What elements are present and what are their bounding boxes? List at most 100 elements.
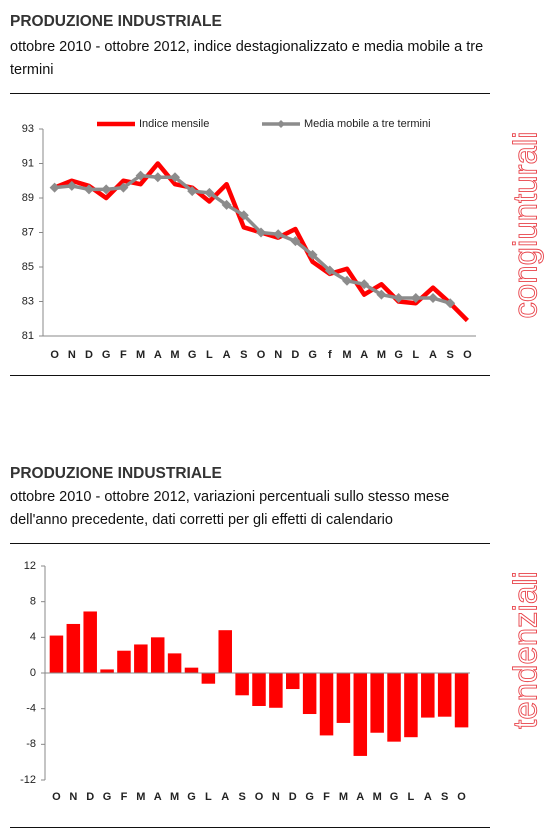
marker	[204, 187, 215, 198]
legend-marker	[277, 120, 285, 128]
y-tick-label: -12	[20, 774, 36, 786]
bar	[421, 673, 435, 718]
bar	[353, 673, 368, 756]
x-tick-label: A	[424, 791, 432, 803]
x-tick-label: O	[457, 791, 466, 803]
x-tick-label: M	[373, 791, 382, 803]
x-tick-label: O	[50, 349, 59, 361]
x-tick-label: A	[223, 349, 231, 361]
x-tick-label: F	[120, 349, 127, 361]
x-tick-label: A	[429, 349, 437, 361]
x-tick-label: D	[85, 349, 93, 361]
bar	[302, 673, 317, 715]
x-tick-label: G	[308, 349, 317, 361]
x-tick-label: L	[412, 349, 419, 361]
bar	[404, 673, 418, 738]
marker	[428, 293, 438, 304]
bar	[252, 673, 266, 706]
x-tick-label: A	[154, 791, 162, 803]
rule	[10, 375, 490, 376]
x-tick-label: A	[356, 791, 364, 803]
x-tick-label: M	[170, 349, 179, 361]
x-tick-label: G	[305, 791, 314, 803]
marker	[187, 186, 198, 197]
x-tick-label: A	[154, 349, 162, 361]
marker	[393, 293, 404, 304]
x-tick-label: N	[274, 349, 282, 361]
bar	[218, 630, 232, 673]
x-tick-label: N	[272, 791, 280, 803]
marker	[238, 210, 249, 221]
marker	[410, 293, 421, 304]
y-tick-label: 0	[30, 667, 36, 679]
chart-subtitle: ottobre 2010 - ottobre 2012, indice dest…	[10, 39, 484, 78]
x-tick-label: M	[339, 791, 348, 803]
bar	[83, 611, 97, 673]
x-tick-label: L	[205, 791, 212, 803]
x-tick-label: D	[289, 791, 297, 803]
rule	[10, 543, 490, 544]
marker	[445, 298, 456, 309]
y-tick-label: 85	[22, 261, 34, 273]
bar	[235, 673, 249, 696]
x-tick-label: M	[136, 791, 145, 803]
x-tick-label: G	[103, 791, 112, 803]
marker	[307, 249, 318, 260]
y-tick-label: 12	[24, 560, 36, 572]
chart-title: PRODUZIONE INDUSTRIALE	[10, 465, 222, 482]
x-tick-label: D	[291, 349, 299, 361]
x-tick-label: O	[52, 791, 61, 803]
bar	[66, 623, 81, 673]
x-tick-label: G	[188, 349, 197, 361]
bar	[437, 673, 452, 717]
bar	[319, 673, 334, 736]
series-line	[54, 173, 451, 305]
x-tick-label: G	[102, 349, 111, 361]
x-tick-label: S	[447, 349, 454, 361]
x-tick-label: M	[136, 349, 145, 361]
bar	[100, 669, 114, 673]
x-tick-label: O	[257, 349, 266, 361]
marker	[101, 184, 112, 195]
side-label: congiunturali	[507, 131, 544, 318]
x-tick-label: A	[360, 349, 368, 361]
x-tick-label: G	[187, 791, 196, 803]
y-tick-label: 81	[22, 330, 34, 342]
bar	[201, 673, 216, 684]
x-tick-label: S	[240, 349, 247, 361]
marker	[170, 172, 180, 183]
x-tick-label: O	[255, 791, 264, 803]
y-tick-label: 91	[22, 157, 34, 169]
y-tick-label: 8	[30, 596, 36, 608]
x-tick-label: L	[206, 349, 213, 361]
x-tick-label: M	[170, 791, 179, 803]
bar	[387, 673, 401, 742]
marker	[324, 265, 335, 276]
y-tick-label: 4	[30, 631, 36, 643]
y-tick-label: 83	[22, 295, 34, 307]
marker	[290, 236, 301, 247]
y-tick-label: -8	[26, 738, 36, 750]
bar	[286, 673, 300, 690]
chart-title: PRODUZIONE INDUSTRIALE	[10, 13, 222, 30]
marker	[49, 182, 60, 193]
side-label: tendenziali	[507, 571, 544, 729]
marker	[256, 227, 266, 238]
x-tick-label: N	[69, 791, 77, 803]
x-tick-label: D	[86, 791, 94, 803]
y-tick-label: 93	[22, 123, 34, 135]
marker	[359, 279, 370, 290]
marker	[135, 170, 146, 181]
x-tick-label: S	[441, 791, 448, 803]
x-tick-label: L	[408, 791, 415, 803]
x-tick-label: A	[221, 791, 229, 803]
x-tick-label: f	[328, 349, 332, 361]
bar	[454, 673, 469, 728]
x-tick-label: M	[377, 349, 386, 361]
bar	[150, 637, 165, 673]
marker	[221, 199, 232, 210]
marker	[66, 180, 77, 191]
marker	[376, 289, 387, 300]
